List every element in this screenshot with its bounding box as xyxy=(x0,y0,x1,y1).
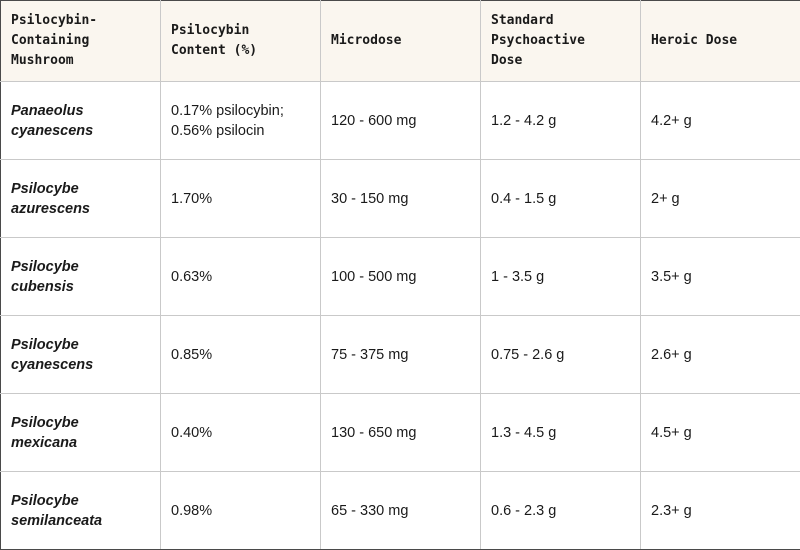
cell-heroic-dose: 3.5+ g xyxy=(640,237,800,316)
cell-microdose: 100 - 500 mg xyxy=(320,237,481,316)
mushroom-species: mexicana xyxy=(11,434,78,451)
header-microdose-line: Microdose xyxy=(331,33,402,48)
table-body: Panaeolus cyanescens 0.17% psilocybin; 0… xyxy=(0,81,800,550)
cell-microdose: 75 - 375 mg xyxy=(320,315,481,394)
mushroom-genus: Psilocybe xyxy=(11,180,79,197)
header-mushroom-line: Containing xyxy=(11,33,90,48)
content-line: 0.98% xyxy=(171,502,213,519)
cell-standard-dose: 1.2 - 4.2 g xyxy=(480,81,641,160)
cell-standard-dose: 0.4 - 1.5 g xyxy=(480,159,641,238)
table-row: Psilocybe mexicana 0.40% 130 - 650 mg 1.… xyxy=(0,393,800,472)
cell-microdose: 130 - 650 mg xyxy=(320,393,481,472)
table-row: Psilocybe cyanescens 0.85% 75 - 375 mg 0… xyxy=(0,315,800,394)
content-line: 0.63% xyxy=(171,268,213,285)
content-line: 0.17% psilocybin; xyxy=(171,102,284,119)
cell-microdose: 120 - 600 mg xyxy=(320,81,481,160)
cell-content: 0.85% xyxy=(160,315,321,394)
header-content-line: Content (%) xyxy=(171,43,258,58)
mushroom-species: semilanceata xyxy=(11,512,103,529)
header-heroic-dose: Heroic Dose xyxy=(640,0,800,82)
mushroom-genus: Psilocybe xyxy=(11,414,79,431)
mushroom-genus: Psilocybe xyxy=(11,492,79,509)
cell-heroic-dose: 2+ g xyxy=(640,159,800,238)
header-mushroom-line: Psilocybin- xyxy=(11,13,98,28)
cell-microdose: 30 - 150 mg xyxy=(320,159,481,238)
cell-mushroom: Psilocybe semilanceata xyxy=(0,471,161,550)
cell-mushroom: Psilocybe mexicana xyxy=(0,393,161,472)
content-line: 1.70% xyxy=(171,190,213,207)
content-line: 0.85% xyxy=(171,346,213,363)
cell-content: 0.17% psilocybin; 0.56% psilocin xyxy=(160,81,321,160)
mushroom-species: cubensis xyxy=(11,278,74,295)
content-line: 0.40% xyxy=(171,424,213,441)
header-mushroom: Psilocybin- Containing Mushroom xyxy=(0,0,161,82)
table-row: Psilocybe semilanceata 0.98% 65 - 330 mg… xyxy=(0,471,800,550)
mushroom-species: cyanescens xyxy=(11,356,94,373)
header-standard-line: Dose xyxy=(491,53,523,68)
mushroom-genus: Panaeolus xyxy=(11,102,84,119)
cell-microdose: 65 - 330 mg xyxy=(320,471,481,550)
mushroom-genus: Psilocybe xyxy=(11,258,79,275)
table-row: Psilocybe cubensis 0.63% 100 - 500 mg 1 … xyxy=(0,237,800,316)
cell-heroic-dose: 4.5+ g xyxy=(640,393,800,472)
cell-mushroom: Psilocybe azurescens xyxy=(0,159,161,238)
table-header: Psilocybin- Containing Mushroom Psilocyb… xyxy=(0,0,800,82)
header-mushroom-line: Mushroom xyxy=(11,53,74,68)
header-standard-dose: Standard Psychoactive Dose xyxy=(480,0,641,82)
table-row: Panaeolus cyanescens 0.17% psilocybin; 0… xyxy=(0,81,800,160)
header-row: Psilocybin- Containing Mushroom Psilocyb… xyxy=(0,0,800,82)
header-content-line: Psilocybin xyxy=(171,23,250,38)
header-heroic-line: Heroic Dose xyxy=(651,33,738,48)
cell-content: 0.40% xyxy=(160,393,321,472)
cell-content: 0.63% xyxy=(160,237,321,316)
cell-mushroom: Psilocybe cubensis xyxy=(0,237,161,316)
mushroom-species: cyanescens xyxy=(11,122,94,139)
mushroom-species: azurescens xyxy=(11,200,90,217)
table-row: Psilocybe azurescens 1.70% 30 - 150 mg 0… xyxy=(0,159,800,238)
cell-mushroom: Panaeolus cyanescens xyxy=(0,81,161,160)
cell-standard-dose: 0.6 - 2.3 g xyxy=(480,471,641,550)
cell-content: 1.70% xyxy=(160,159,321,238)
cell-content: 0.98% xyxy=(160,471,321,550)
header-standard-line: Standard xyxy=(491,13,554,28)
header-microdose: Microdose xyxy=(320,0,481,82)
cell-heroic-dose: 2.3+ g xyxy=(640,471,800,550)
cell-standard-dose: 0.75 - 2.6 g xyxy=(480,315,641,394)
mushroom-genus: Psilocybe xyxy=(11,336,79,353)
cell-heroic-dose: 2.6+ g xyxy=(640,315,800,394)
cell-mushroom: Psilocybe cyanescens xyxy=(0,315,161,394)
cell-heroic-dose: 4.2+ g xyxy=(640,81,800,160)
header-standard-line: Psychoactive xyxy=(491,33,585,48)
cell-standard-dose: 1 - 3.5 g xyxy=(480,237,641,316)
content-line: 0.56% psilocin xyxy=(171,122,265,139)
cell-standard-dose: 1.3 - 4.5 g xyxy=(480,393,641,472)
header-content: Psilocybin Content (%) xyxy=(160,0,321,82)
